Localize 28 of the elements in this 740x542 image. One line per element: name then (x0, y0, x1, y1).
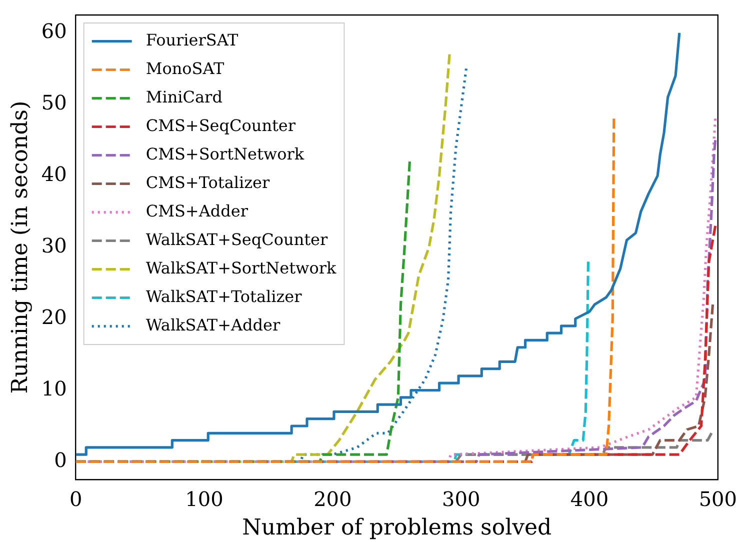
x-tick-label: 200 (314, 486, 352, 511)
y-tick-label: 10 (41, 376, 67, 400)
y-tick-label: 40 (41, 162, 67, 186)
legend-label: CMS+Adder (146, 201, 248, 220)
legend-label: FourierSAT (146, 30, 239, 50)
line-series (76, 117, 616, 464)
x-tick-label: 0 (69, 486, 82, 511)
y-tick-label: 50 (41, 90, 67, 115)
legend-label: WalkSAT+SortNetwork (146, 258, 337, 278)
legend-label: CMS+SeqCounter (146, 116, 296, 135)
legend-label: CMS+Totalizer (146, 172, 270, 192)
line-series (524, 303, 714, 464)
y-tick-label: 30 (41, 234, 67, 258)
y-tick-label: 0 (54, 448, 67, 472)
x-tick-label: 500 (698, 486, 738, 511)
y-tick-label: 60 (41, 19, 67, 44)
legend-label: WalkSAT+Totalizer (146, 286, 302, 306)
x-tick-label: 400 (570, 486, 609, 511)
x-axis-title: Number of problems solved (242, 516, 552, 541)
y-tick-label: 20 (41, 304, 67, 329)
legend-label: MiniCard (146, 87, 222, 106)
y-axis-title: Running time (in seconds) (8, 100, 33, 394)
legend-label: CMS+SortNetwork (146, 144, 304, 164)
legend-label: WalkSAT+Adder (146, 315, 280, 334)
x-tick-label: 100 (185, 486, 224, 511)
x-tick-label: 300 (442, 486, 480, 511)
legend-label: MonoSAT (146, 58, 224, 78)
legend-label: WalkSAT+SeqCounter (146, 230, 328, 249)
